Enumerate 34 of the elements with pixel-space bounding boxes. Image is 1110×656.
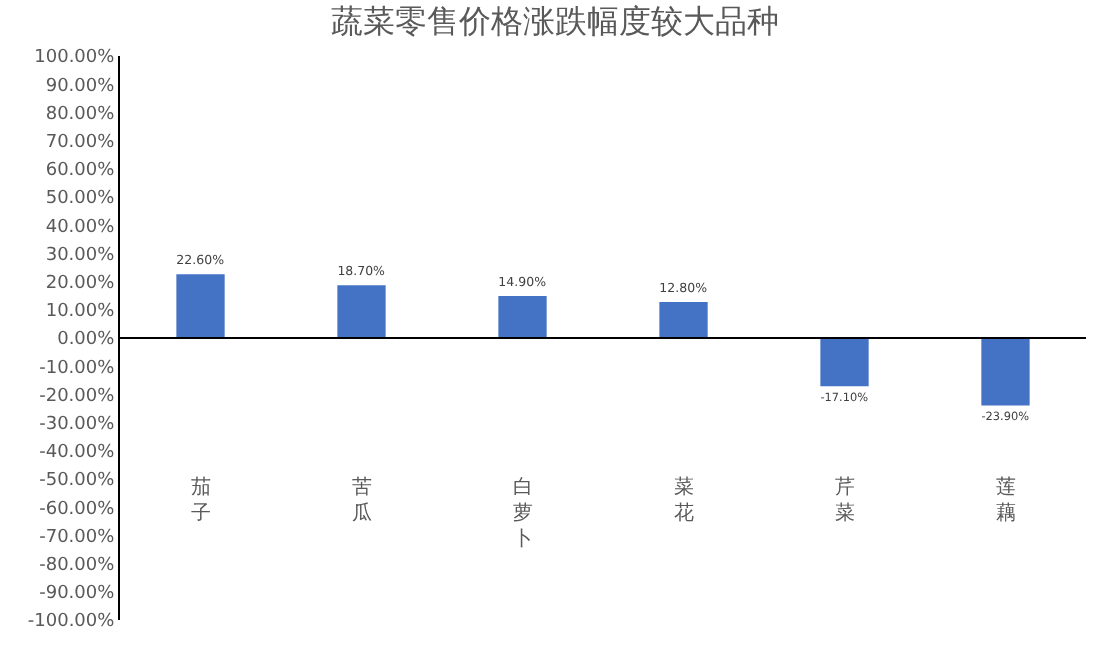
x-tick-label: 莲藕 <box>995 474 1016 525</box>
y-tick-label: -80.00% <box>39 555 116 576</box>
bar <box>176 274 225 338</box>
y-tick-label: -50.00% <box>39 471 116 492</box>
y-tick-label: -90.00% <box>39 584 116 605</box>
y-tick-label: -30.00% <box>39 414 116 435</box>
y-tick-label: -70.00% <box>39 527 116 548</box>
y-tick-label: 70.00% <box>45 132 116 153</box>
bar <box>498 295 547 338</box>
x-tick-label: 芹菜 <box>834 474 855 525</box>
x-tick-label: 苦瓜 <box>351 474 372 525</box>
y-tick-label: 10.00% <box>45 302 116 323</box>
y-tick-label: 90.00% <box>45 76 116 97</box>
bar <box>820 338 869 387</box>
y-tick-label: -20.00% <box>39 386 116 407</box>
x-tick-label: 菜花 <box>673 474 694 525</box>
y-tick-label: -100.00% <box>27 612 116 633</box>
y-tick-label: -40.00% <box>39 443 116 464</box>
y-tick-label: -10.00% <box>39 358 116 379</box>
bar <box>337 285 386 338</box>
y-tick-label: 80.00% <box>45 104 116 125</box>
y-tick-label: 30.00% <box>45 245 116 266</box>
y-tick-label: 20.00% <box>45 273 116 294</box>
y-tick-label: 0.00% <box>57 330 116 351</box>
bar <box>659 301 708 338</box>
x-tick-label: 白萝卜 <box>512 474 533 551</box>
y-tick-label: -60.00% <box>39 499 116 520</box>
chart-title: 蔬菜零售价格涨跌幅度较大品种 <box>331 2 779 41</box>
y-tick-label: 60.00% <box>45 161 116 182</box>
y-tick-label: 100.00% <box>34 48 116 69</box>
x-tick-label: 茄子 <box>190 474 211 525</box>
bar <box>981 338 1030 406</box>
y-tick-label: 50.00% <box>45 189 116 210</box>
y-tick-label: 40.00% <box>45 217 116 238</box>
